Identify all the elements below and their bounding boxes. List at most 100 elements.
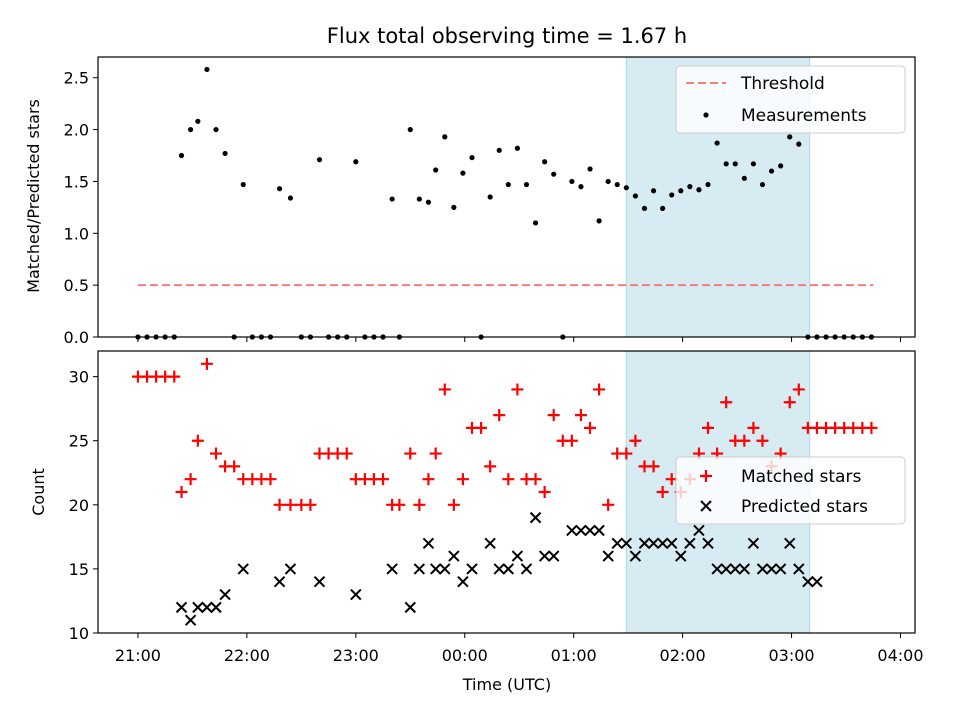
predicted-star-point <box>404 601 416 614</box>
measurement-point <box>614 181 620 188</box>
matched-star-point <box>756 434 769 447</box>
measurement-point <box>407 126 413 133</box>
matched-star-point <box>629 434 642 447</box>
measurement-point <box>687 184 693 190</box>
predicted-star-point <box>729 563 741 575</box>
predicted-star-point <box>638 537 651 549</box>
measurement-point <box>759 181 766 188</box>
legend-predicted-swatch <box>700 500 712 512</box>
chart-title: Flux total observing time = 1.67 h <box>327 24 687 48</box>
predicted-star-point <box>413 563 426 575</box>
matched-star-point <box>264 473 277 486</box>
matched-star-point <box>538 486 551 498</box>
matched-star-point <box>393 498 406 511</box>
measurement-point <box>551 171 557 177</box>
x-tick-label: 21:00 <box>115 646 161 665</box>
measurement-point <box>641 205 648 212</box>
predicted-star-point <box>711 563 723 575</box>
measurement-point <box>187 126 194 133</box>
predicted-star-point <box>502 563 515 575</box>
top-y-tick-label: 2.0 <box>64 121 89 140</box>
legend-measurements-label: Measurements <box>741 106 867 126</box>
measurement-point <box>787 134 793 140</box>
predicted-star-point <box>602 550 614 562</box>
matched-star-point <box>602 498 615 511</box>
predicted-star-point <box>738 563 751 575</box>
predicted-star-point <box>666 537 678 549</box>
measurement-point <box>605 178 611 185</box>
measurement-point <box>222 150 228 157</box>
measurement-point <box>505 181 511 188</box>
measurement-point <box>316 157 323 163</box>
x-tick-label: 01:00 <box>551 646 597 665</box>
predicted-star-point <box>284 563 297 575</box>
matched-star-point <box>783 396 796 409</box>
predicted-star-point <box>720 563 732 575</box>
matched-star-point <box>475 421 488 434</box>
predicted-star-point <box>793 563 805 575</box>
matched-star-point <box>175 486 188 498</box>
measurement-point <box>678 188 684 194</box>
x-axis-label: Time (UTC) <box>462 675 551 694</box>
matched-star-point <box>404 447 417 460</box>
measurement-point <box>425 199 432 205</box>
predicted-star-point <box>620 537 633 549</box>
bottom-panel: 10 15 20 25 30 21:00 22:00 23:00 00:00 01:00 02:00… <box>69 350 924 665</box>
measurement-point <box>287 195 294 201</box>
measurement-point <box>750 161 757 167</box>
measurement-point <box>523 181 530 188</box>
measurement-point <box>578 184 584 190</box>
top-y-tick-label: 2.5 <box>64 69 89 88</box>
predicted-star-point <box>765 563 778 575</box>
matched-star-point <box>792 383 805 396</box>
matched-star-point <box>447 498 460 511</box>
legend-measurements-swatch <box>703 112 709 118</box>
predicted-star-point <box>593 524 605 537</box>
top-y-axis-label: Matched/Predicted stars <box>24 99 43 293</box>
measurement-point <box>650 188 657 194</box>
measurement-point <box>632 193 639 199</box>
matched-star-point <box>738 434 751 447</box>
matched-star-point <box>620 447 633 460</box>
matched-star-point <box>547 409 560 422</box>
predicted-star-point <box>566 524 578 537</box>
predicted-star-point <box>350 588 362 601</box>
predicted-star-point <box>511 550 524 562</box>
measurement-point <box>623 185 629 191</box>
matched-star-point <box>422 473 435 486</box>
predicted-star-point <box>466 563 478 575</box>
top-y-tick-label: 0.0 <box>64 328 89 347</box>
bottom-legend: Matched stars Predicted stars <box>675 456 906 525</box>
legend-matched-label: Matched stars <box>741 467 861 487</box>
measurement-point <box>669 192 675 198</box>
measurement-point <box>796 141 802 147</box>
matched-star-point <box>565 434 578 447</box>
predicted-star-point <box>210 601 222 614</box>
top-y-tick-label: 0.5 <box>64 276 89 295</box>
measurement-point <box>353 159 359 165</box>
measurement-point <box>213 126 219 133</box>
bottom-axes-frame <box>97 350 916 634</box>
measurement-point <box>569 178 575 185</box>
measurement-point <box>723 161 729 167</box>
matched-star-point <box>200 357 213 370</box>
measurement-point <box>389 196 395 202</box>
predicted-star-point <box>547 550 560 562</box>
measurement-point <box>178 152 185 159</box>
legend-predicted-label: Predicted stars <box>741 497 868 517</box>
matched-star-point <box>484 460 497 473</box>
predicted-star-point <box>237 563 249 575</box>
measurement-point <box>514 145 520 151</box>
predicted-star-point <box>439 563 451 575</box>
top-y-tick-label: 1.0 <box>64 224 89 243</box>
matched-star-point <box>702 421 715 434</box>
predicted-star-point <box>611 537 623 549</box>
x-tick-label: 04:00 <box>877 646 923 665</box>
matched-star-point <box>304 498 317 511</box>
predicted-star-point <box>422 537 435 549</box>
measurement-point <box>741 175 747 181</box>
measurement-point <box>596 218 602 224</box>
legend-matched-swatch <box>700 470 712 482</box>
predicted-star-point <box>702 537 714 549</box>
predicted-star-point <box>184 614 197 626</box>
